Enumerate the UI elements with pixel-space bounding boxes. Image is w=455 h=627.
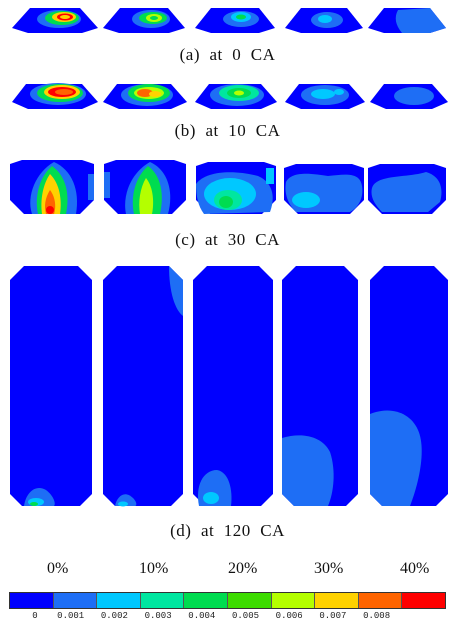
contour-d-3: [193, 266, 273, 508]
colorbar-swatch-9: [402, 593, 445, 608]
colorbar-tick-label: 0.006: [275, 611, 303, 621]
caption-b: (b) at 10 CA: [174, 121, 281, 140]
colorbar-swatch-3: [140, 593, 185, 608]
colorbar: [9, 592, 446, 609]
percent-label-40: 40%: [400, 560, 430, 577]
colorbar-tick-label: 0: [32, 611, 38, 621]
row-c-30-ca: [0, 160, 455, 220]
colorbar-swatch-1: [53, 593, 98, 608]
contour-c-1: [10, 160, 94, 216]
caption-d: (d) at 120 CA: [170, 521, 285, 540]
colorbar-swatch-2: [97, 593, 141, 608]
contour-b-2: [103, 80, 187, 110]
percent-label-30: 30%: [314, 560, 344, 577]
contour-d-2: [103, 266, 183, 508]
colorbar-swatch-4: [184, 593, 228, 608]
percent-label-20: 20%: [228, 560, 258, 577]
caption-a: (a) at 0 CA: [179, 45, 276, 64]
contour-a-2: [103, 6, 185, 34]
contour-b-4: [285, 80, 365, 110]
colorbar-swatch-8: [358, 593, 403, 608]
row-b-10-ca: [0, 80, 455, 112]
contour-d-4: [282, 266, 358, 508]
contour-b-5: [370, 80, 448, 110]
contour-a-5: [368, 6, 446, 34]
percent-label-0: 0%: [47, 560, 69, 577]
colorbar-swatch-0: [10, 593, 54, 608]
contour-c-2: [104, 160, 186, 216]
contour-c-4: [284, 164, 364, 216]
contour-a-1: [12, 6, 98, 34]
contour-b-3: [195, 80, 277, 110]
colorbar-tick-label: 0.008: [363, 611, 391, 621]
colorbar-tick-label: 0.004: [188, 611, 216, 621]
colorbar-tick-label: 0.003: [144, 611, 172, 621]
caption-c: (c) at 30 CA: [175, 230, 280, 249]
contour-a-3: [195, 6, 275, 34]
colorbar-tick-label: 0.005: [231, 611, 260, 621]
colorbar-swatch-7: [315, 593, 359, 608]
contour-d-5: [370, 266, 448, 508]
percent-label-10: 10%: [139, 560, 169, 577]
colorbar-tick-label: 0.002: [100, 611, 128, 621]
colorbar-ticks: 0 0.001 0.002 0.003 0.004 0.005 0.006 0.007 0.00…: [9, 611, 446, 625]
contour-c-5: [368, 164, 446, 216]
colorbar-tick-label: 0.007: [319, 611, 347, 621]
contour-c-3: [196, 162, 276, 216]
row-a-0-ca: [0, 6, 455, 36]
contour-d-1: [10, 266, 92, 508]
row-d-120-ca: [0, 266, 455, 510]
colorbar-swatch-5: [227, 593, 272, 608]
contour-b-1: [12, 80, 98, 110]
contour-a-4: [285, 6, 363, 34]
colorbar-swatch-6: [271, 593, 316, 608]
colorbar-tick-label: 0.001: [57, 611, 85, 621]
